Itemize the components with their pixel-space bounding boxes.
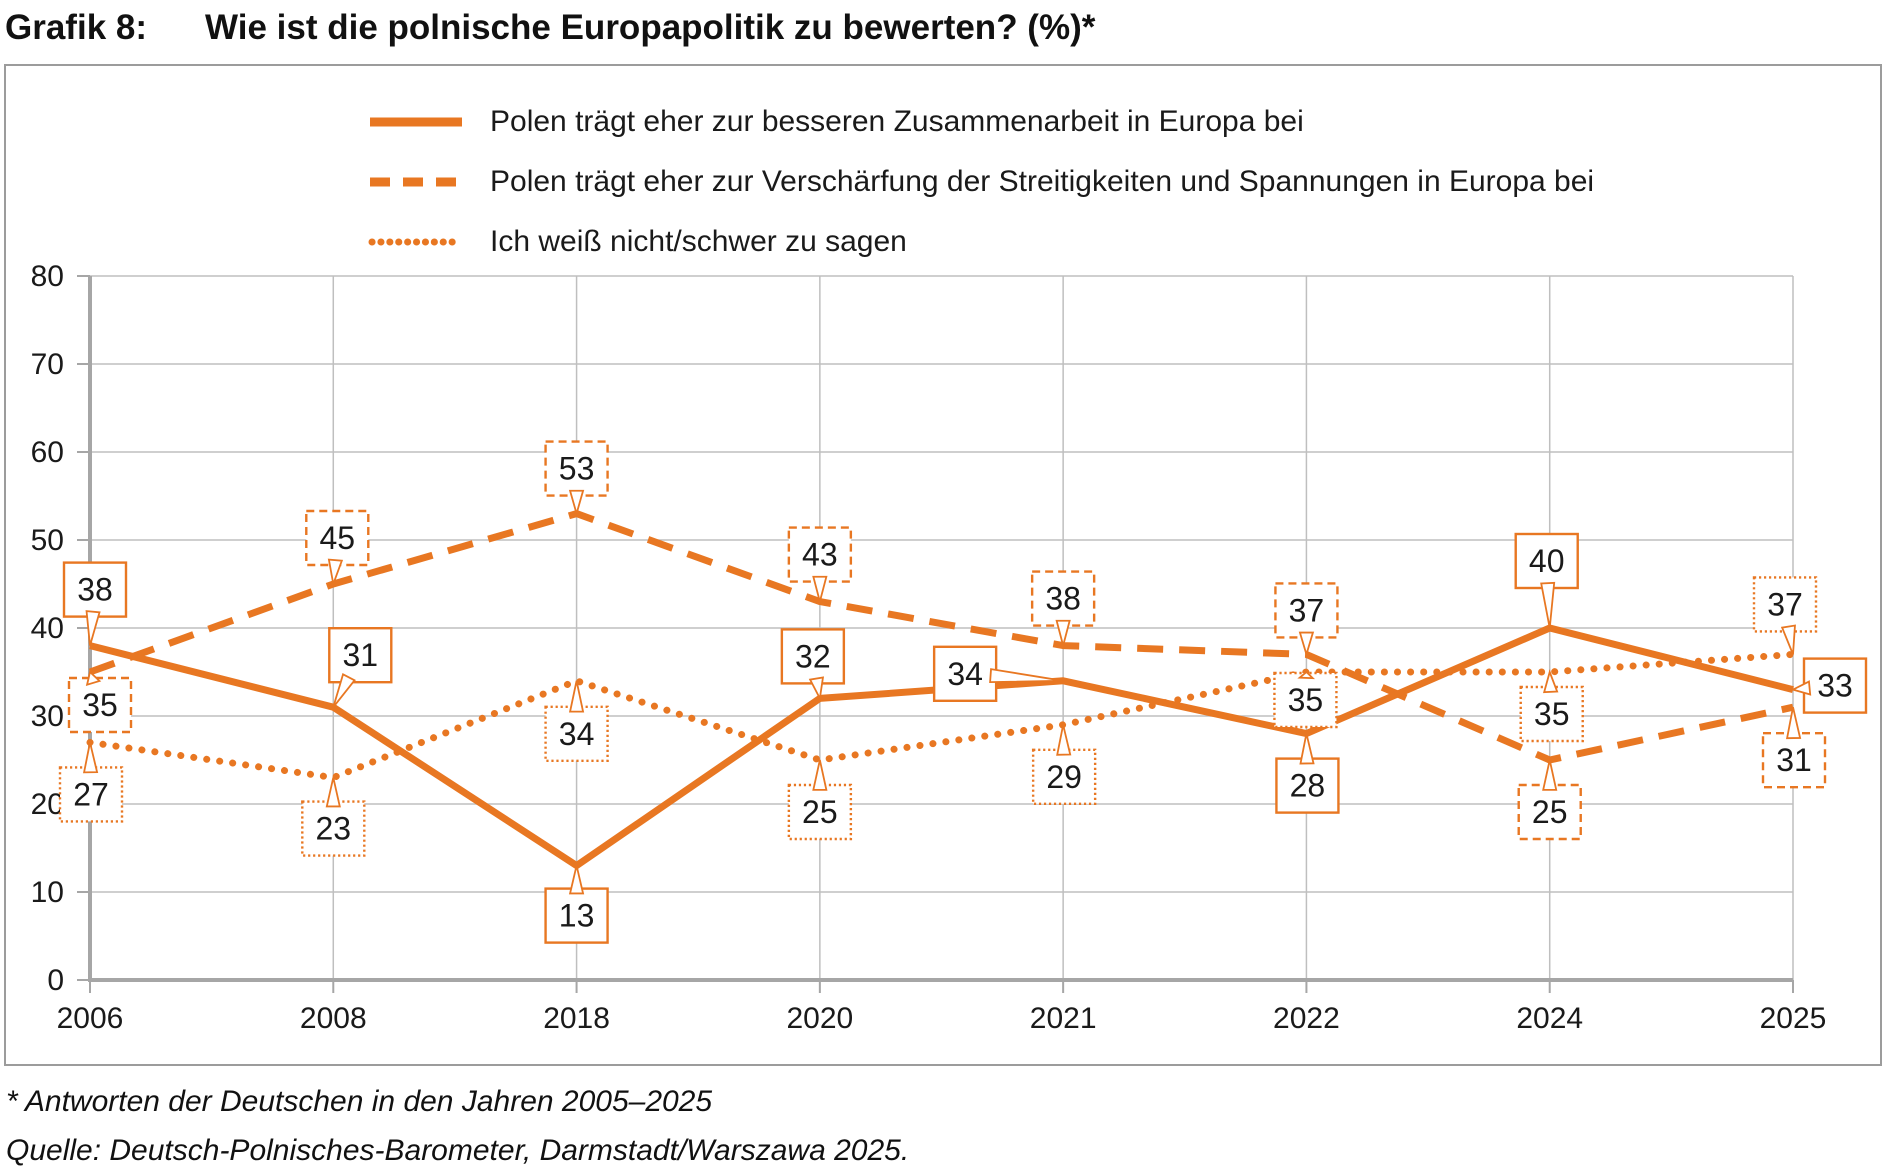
legend-label: Ich weiß nicht/schwer zu sagen	[490, 225, 907, 258]
data-label-box	[1519, 685, 1584, 743]
series-line-dotted	[86, 650, 1797, 782]
x-tick-label: 2018	[543, 1002, 610, 1035]
page-title: Wie ist die polnische Europapolitik zu b…	[205, 8, 1096, 47]
data-label-box	[301, 800, 366, 857]
data-label-value: 35	[82, 687, 118, 723]
data-label-tail	[1542, 759, 1558, 791]
legend-item-tensions: Polen trägt eher zur Verschärfung der St…	[368, 152, 1594, 212]
data-label-tail	[812, 759, 828, 791]
data-label-value: 34	[947, 656, 983, 692]
data-label-tail	[1540, 581, 1556, 629]
y-tick-label: 20	[31, 788, 64, 821]
data-label-value: 32	[795, 638, 831, 674]
dashed-line-swatch-icon	[370, 177, 462, 187]
data-label-tail	[989, 668, 1064, 684]
data-label-tail	[1790, 680, 1812, 696]
data-label-value: 25	[802, 794, 838, 830]
data-label-value: 25	[1532, 794, 1568, 830]
solid-line-swatch-icon	[370, 117, 462, 127]
dotted-line-swatch-icon	[368, 238, 464, 246]
data-label-value: 37	[1767, 586, 1803, 622]
data-label-box	[1031, 748, 1097, 805]
series-line-dashed	[88, 510, 1794, 764]
data-label-tail	[85, 610, 101, 646]
data-label-value: 27	[73, 776, 109, 812]
data-label-tail	[325, 777, 341, 808]
data-label-tail	[568, 680, 585, 713]
data-label-value: 40	[1529, 543, 1565, 579]
x-tick-label: 2008	[300, 1002, 367, 1035]
data-label-box	[67, 676, 133, 734]
legend-label: Polen trägt eher zur besseren Zusammenar…	[490, 105, 1304, 138]
data-label-value: 37	[1289, 592, 1325, 628]
x-tick-label: 2024	[1516, 1002, 1583, 1035]
data-label-value: 23	[315, 811, 351, 847]
y-tick-label: 70	[31, 348, 64, 381]
data-label-tail	[85, 670, 102, 687]
data-label-tail	[82, 742, 99, 774]
data-label-box	[58, 766, 124, 823]
x-tick-label: 2020	[786, 1002, 853, 1035]
data-label-value: 31	[342, 637, 378, 673]
data-label-value: 35	[1534, 696, 1570, 732]
data-label-tail	[332, 673, 356, 708]
data-label-box	[544, 440, 609, 497]
data-label-tail	[1785, 706, 1802, 740]
legend-item-cooperation: Polen trägt eher zur besseren Zusammenar…	[368, 92, 1594, 152]
data-label-tail	[1780, 624, 1796, 655]
data-label-tail	[1298, 631, 1315, 658]
y-tick-label: 50	[31, 524, 64, 557]
data-label-value: 53	[559, 451, 595, 487]
data-label-value: 13	[559, 898, 595, 934]
figure-number: Grafik 8:	[5, 8, 147, 47]
y-tick-label: 40	[31, 612, 64, 645]
data-label-value: 38	[77, 572, 113, 608]
x-tick-label: 2021	[1030, 1002, 1097, 1035]
data-label-box	[328, 627, 393, 684]
data-label-box	[544, 705, 609, 762]
y-tick-label: 30	[31, 700, 64, 733]
data-label-tail	[327, 558, 344, 588]
data-label-tail	[1056, 724, 1072, 756]
data-label-tail	[1299, 733, 1315, 765]
y-tick-label: 80	[31, 260, 64, 293]
legend-label: Polen trägt eher zur Verschärfung der St…	[490, 165, 1595, 198]
data-label-value: 29	[1046, 759, 1082, 795]
x-tick-label: 2025	[1760, 1002, 1827, 1035]
data-label-tail	[1055, 619, 1071, 650]
data-label-value: 28	[1290, 768, 1326, 804]
y-tick-label: 0	[47, 964, 64, 997]
footnote-note: * Antworten der Deutschen in den Jahren …	[6, 1085, 713, 1118]
data-label-tail	[1542, 669, 1559, 694]
data-label-value: 38	[1045, 581, 1081, 617]
data-label-value: 33	[1817, 668, 1853, 704]
x-tick-label: 2022	[1273, 1002, 1340, 1035]
y-tick-label: 60	[31, 436, 64, 469]
data-label-box	[1752, 576, 1818, 633]
data-label-value: 43	[802, 537, 838, 573]
legend-item-dont-know: Ich weiß nicht/schwer zu sagen	[368, 212, 1594, 272]
data-label-box	[780, 628, 846, 685]
y-tick-label: 10	[31, 876, 64, 909]
data-label-value: 31	[1776, 742, 1812, 778]
data-label-tail	[812, 575, 828, 606]
data-label-tail	[568, 489, 585, 517]
footnote-source: Quelle: Deutsch-Polnisches-Barometer, Da…	[6, 1134, 910, 1167]
data-label-tail	[808, 676, 825, 702]
data-label-box	[1030, 570, 1096, 627]
x-tick-label: 2006	[57, 1002, 124, 1035]
data-label-value: 34	[559, 716, 595, 752]
data-label-tail	[1297, 670, 1316, 680]
data-label-value: 35	[1288, 682, 1324, 718]
data-label-value: 45	[319, 520, 355, 556]
data-label-box	[1761, 732, 1827, 789]
data-label-tail	[568, 865, 585, 895]
chart-legend: Polen trägt eher zur besseren Zusammenar…	[368, 92, 1594, 272]
